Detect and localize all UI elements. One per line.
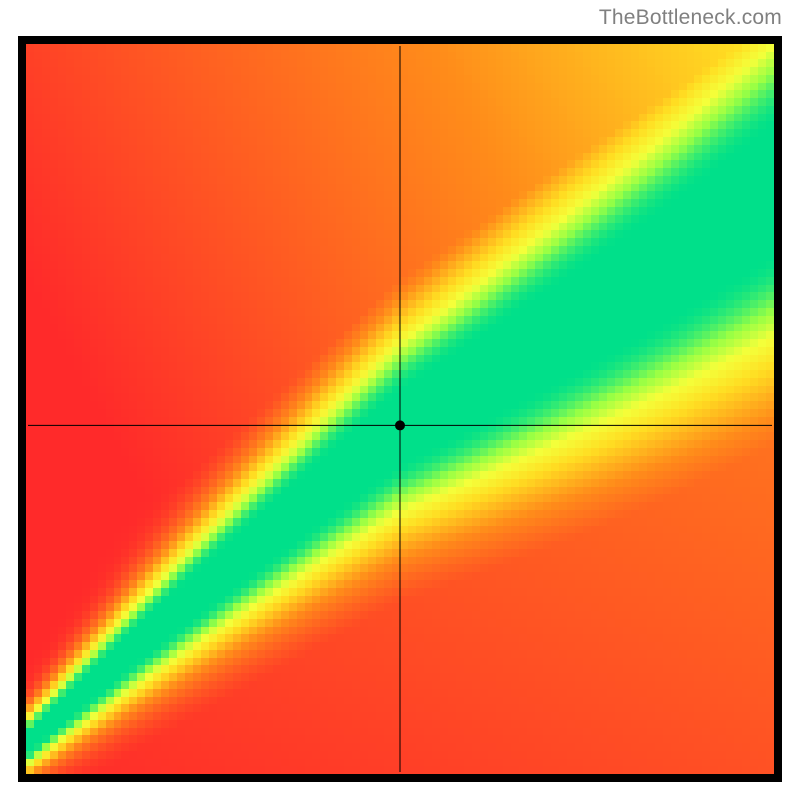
watermark-text: TheBottleneck.com [599, 6, 782, 30]
heatmap-plot [18, 36, 782, 782]
crosshair-overlay [18, 36, 782, 782]
